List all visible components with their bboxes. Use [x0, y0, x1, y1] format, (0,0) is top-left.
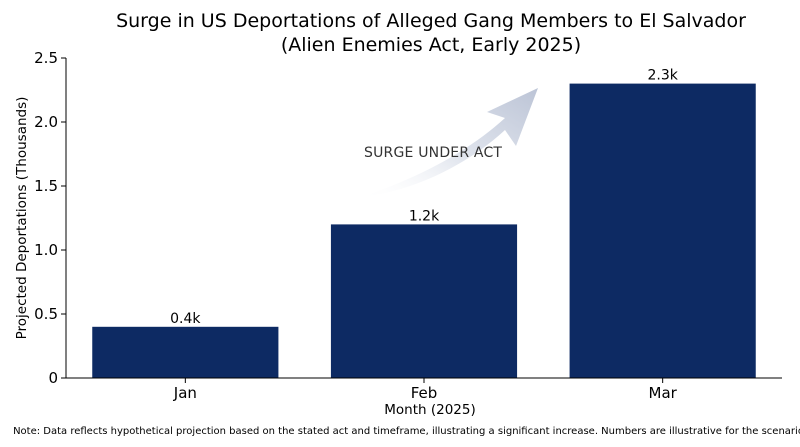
- bar-feb: [330, 224, 518, 378]
- bar-mar: [569, 83, 756, 378]
- y-tick-label: 0: [48, 369, 58, 387]
- data-label-feb: 1.2k: [409, 208, 440, 224]
- x-axis-label: Month (2025): [384, 402, 476, 418]
- y-axis-ticks: 0 0.5 1.0 1.5 2.0 2.5: [34, 49, 66, 387]
- footnote: Note: Data reflects hypothetical project…: [13, 426, 800, 437]
- y-axis-label: Projected Deportations (Thousands): [14, 97, 30, 340]
- y-tick-label: 1.5: [34, 177, 58, 195]
- chart-title: Surge in US Deportations of Alleged Gang…: [116, 10, 746, 32]
- data-label-mar: 2.3k: [647, 68, 678, 84]
- y-tick-label: 2.5: [34, 49, 58, 67]
- x-axis-ticks: Jan Feb Mar: [173, 378, 678, 402]
- x-tick-label-jan: Jan: [173, 384, 197, 402]
- data-label-jan: 0.4k: [170, 311, 201, 327]
- bar-jan: [92, 326, 279, 378]
- surge-annotation: SURGE UNDER ACT: [364, 145, 502, 161]
- y-tick-label: 0.5: [34, 305, 58, 323]
- x-tick-label-mar: Mar: [649, 384, 678, 402]
- y-tick-label: 1.0: [34, 241, 58, 259]
- surge-arrow-icon: [358, 88, 538, 198]
- chart-subtitle: (Alien Enemies Act, Early 2025): [281, 34, 581, 56]
- x-tick-label-feb: Feb: [411, 384, 438, 402]
- y-tick-label: 2.0: [34, 113, 58, 131]
- bars: 0.4k 1.2k 2.3k: [92, 68, 756, 378]
